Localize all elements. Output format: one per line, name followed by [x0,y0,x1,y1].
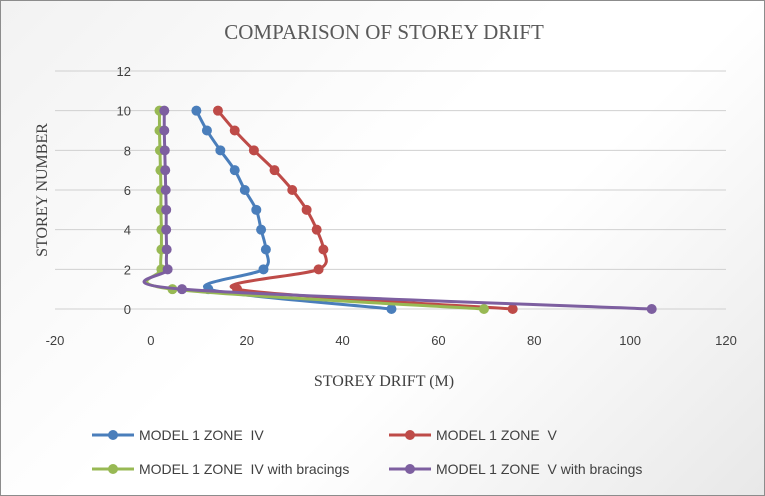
legend-swatch-marker [108,430,118,440]
data-point [229,165,240,176]
data-point [646,304,657,314]
y-tick-label: 8 [124,143,131,158]
data-point [191,105,202,116]
data-point [301,204,312,215]
data-point [229,125,240,136]
legend-item: MODEL 1 ZONE V [389,427,558,443]
data-point [161,204,172,215]
tick-labels: 0 2 4 6 8 10 12 -20 0 20 40 60 80 100 120 [46,64,737,348]
data-point [177,284,188,295]
data-point [159,145,170,156]
x-tick-label: 40 [335,333,349,348]
data-point [260,244,271,255]
data-point [311,224,322,235]
y-tick-label: 4 [124,223,131,238]
series-line [195,109,392,311]
data-point [201,125,212,136]
series-3 [145,105,489,314]
legend-swatch-marker [108,464,118,474]
x-tick-label: 0 [147,333,154,348]
data-point [269,165,280,176]
data-point [212,105,223,116]
x-axis-title: STOREY DRIFT (M) [314,373,454,390]
y-tick-label: 6 [124,183,131,198]
legend-item: MODEL 1 ZONE IV [92,427,264,443]
data-series [142,105,657,314]
chart-title: COMPARISON OF STOREY DRIFT [224,20,544,44]
data-point [256,224,267,235]
x-tick-label: 60 [431,333,445,348]
data-point [160,165,171,176]
legend-label: MODEL 1 ZONE V [436,427,558,443]
series-line [216,109,513,311]
data-point [215,145,226,156]
x-tick-label: 80 [527,333,541,348]
series-line [145,110,485,311]
data-point [161,244,172,255]
x-tick-label: -20 [46,333,65,348]
data-point [258,264,269,275]
legend-swatch-marker [405,464,415,474]
y-tick-label: 2 [124,262,131,277]
legend: MODEL 1 ZONE IV MODEL 1 ZONE V MODEL 1 ZON… [92,427,642,477]
legend-label: MODEL 1 ZONE IV with bracings [139,461,349,477]
data-point [239,185,250,195]
x-tick-label: 20 [239,333,253,348]
series-2 [212,105,518,314]
data-point [162,264,173,275]
legend-swatch-marker [405,430,415,440]
y-tick-label: 10 [117,104,131,119]
x-tick-label: 100 [619,333,641,348]
y-tick-label: 12 [117,64,131,79]
y-tick-label: 0 [124,302,131,317]
data-point [160,185,171,195]
data-point [248,145,259,156]
data-point [159,125,170,136]
series-4 [142,105,657,314]
data-point [161,224,172,235]
y-axis-title: STOREY NUMBER [34,123,51,257]
legend-label: MODEL 1 ZONE IV [139,427,264,443]
series-1 [191,105,397,314]
data-point [478,304,489,314]
data-point [251,204,262,215]
legend-item: MODEL 1 ZONE V with bracings [389,461,642,477]
legend-item: MODEL 1 ZONE IV with bracings [92,461,349,477]
data-point [318,244,329,255]
legend-label: MODEL 1 ZONE V with bracings [436,461,642,477]
data-point [507,304,518,314]
data-point [287,185,298,195]
x-tick-label: 120 [715,333,737,348]
data-point [313,264,324,275]
data-point [386,304,397,314]
data-point [159,105,170,116]
